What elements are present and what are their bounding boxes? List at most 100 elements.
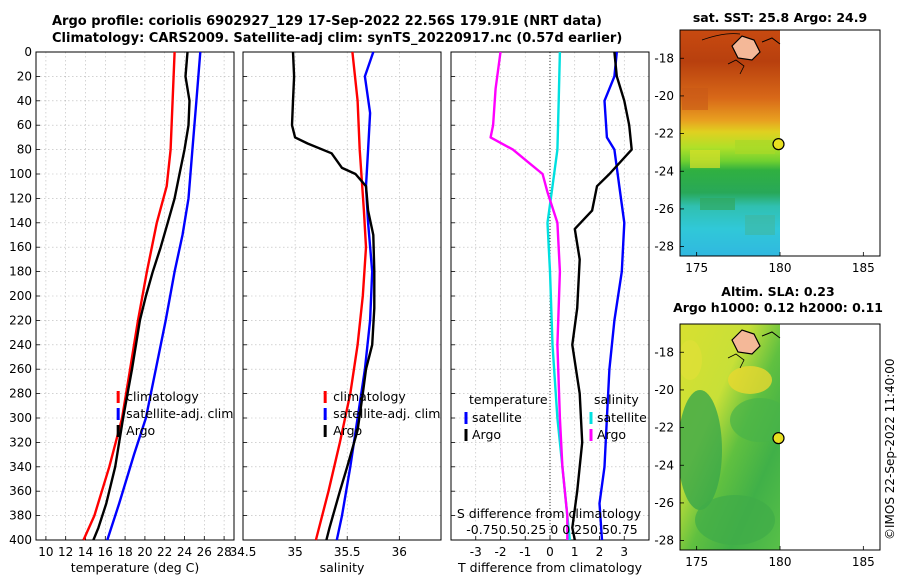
y-tick-label: 240 — [9, 338, 32, 352]
y-tick-label: 300 — [9, 411, 32, 425]
y-tick-label: 100 — [9, 167, 32, 181]
top-axis-label: S difference from climatology — [457, 506, 642, 521]
y-tick-label: 380 — [9, 509, 32, 523]
island-landmass — [731, 329, 761, 355]
x-tick-label: 34.5 — [230, 545, 257, 559]
reef-outline — [727, 353, 745, 369]
figure-title-line2: Climatology: CARS2009. Satellite-adj cli… — [52, 31, 623, 46]
y-tick-label: 320 — [9, 435, 32, 449]
y-tick-label: 360 — [9, 484, 32, 498]
x-tick-label: 12 — [58, 545, 73, 559]
island-coastline — [761, 37, 781, 45]
map-x-tick-label: 185 — [852, 555, 875, 569]
map-y-tick-label: -28 — [654, 240, 674, 254]
series-line-t-argo — [571, 51, 633, 541]
series-line-argo — [290, 51, 376, 541]
sst-mottle — [682, 88, 775, 235]
sst-no-data-area — [780, 30, 880, 256]
y-tick-label: 200 — [9, 289, 32, 303]
island-coastline — [761, 331, 781, 339]
x-tick-label: 35 — [287, 545, 302, 559]
map-y-tick-label: -28 — [654, 534, 674, 548]
series-line-t-satellite — [598, 51, 626, 541]
series-line-argo — [92, 51, 191, 541]
map-y-tick-label: -26 — [654, 202, 674, 216]
map-y-tick-label: -22 — [654, 127, 674, 141]
y-tick-label: 400 — [9, 533, 32, 547]
x-tick-label: 24 — [177, 545, 192, 559]
series-line-satellite-adj-clim — [106, 51, 202, 541]
y-tick-label: 80 — [17, 143, 32, 157]
reef-outline — [727, 59, 745, 75]
x-tick-label: 0 — [546, 545, 554, 559]
series-line-satellite-adj-clim — [335, 51, 375, 541]
legend-label: satellite-adj. clim — [126, 406, 233, 421]
series-line-climatology — [82, 51, 176, 541]
legend-label: Argo — [333, 423, 362, 438]
legend-label: Argo — [597, 427, 626, 442]
map-y-tick-label: -22 — [654, 421, 674, 435]
map-y-tick-label: -18 — [654, 345, 674, 359]
temperature-panel: 10 12 14 16 18 20 22 24 26 28 temperature (deg C) 0… — [9, 45, 235, 575]
series-line-s-argo — [489, 51, 569, 540]
series-line-climatology — [314, 51, 368, 541]
sst-axis: 175 180 185 -18 -20 -22 -24 -26 -28 — [654, 51, 874, 275]
legend-label: climatology — [333, 389, 406, 404]
y-tick-label: 120 — [9, 191, 32, 205]
x-tick-label: 26 — [197, 545, 212, 559]
x-tick-label: 22 — [157, 545, 172, 559]
sla-map: 175 180 185 -18 -20 -22 -24 -26 -28 Altim. SLA: … — [654, 284, 883, 569]
y-tick-label: 40 — [17, 94, 32, 108]
y-tick-label: 60 — [17, 118, 32, 132]
legend-label: Argo — [472, 427, 501, 442]
sla-mottle — [680, 340, 780, 545]
y-tick-label: 340 — [9, 460, 32, 474]
x-tick-label: 10 — [38, 545, 53, 559]
x-tick-label: -2 — [495, 545, 507, 559]
sla-map-subtitle: Argo h1000: 0.12 h2000: 0.11 — [673, 300, 883, 315]
map-x-tick-label: 180 — [769, 555, 792, 569]
map-x-tick-label: 180 — [769, 261, 792, 275]
map-x-tick-label: 185 — [852, 261, 875, 275]
imos-watermark: ©IMOS 22-Sep-2022 11:40:00 — [883, 358, 897, 540]
x-tick-label: 20 — [137, 545, 152, 559]
x-tick-label: 35.5 — [334, 545, 361, 559]
sla-axis: 175 180 185 -18 -20 -22 -24 -26 -28 — [654, 345, 874, 569]
legend-title-salinity: salinity — [594, 392, 639, 407]
sst-map: 175 180 185 -18 -20 -22 -24 -26 -28 sat. SST: 25… — [654, 10, 881, 275]
x-tick-label: 3 — [620, 545, 628, 559]
x-axis-label: T difference from climatology — [457, 560, 643, 575]
y-tick-label: 140 — [9, 216, 32, 230]
legend-label: climatology — [126, 389, 199, 404]
y-tick-label: 280 — [9, 387, 32, 401]
x-axis-label: temperature (deg C) — [71, 560, 200, 575]
x-tick-label: 2 — [596, 545, 604, 559]
x-tick-label: 14 — [78, 545, 93, 559]
island-landmass — [731, 35, 761, 61]
y-tick-label: 160 — [9, 240, 32, 254]
y-tick-label: 260 — [9, 362, 32, 376]
legend-label: Argo — [126, 423, 155, 438]
map-y-tick-label: -24 — [654, 164, 674, 178]
x-tick-label: 18 — [117, 545, 132, 559]
map-y-tick-label: -24 — [654, 458, 674, 472]
map-y-tick-label: -20 — [654, 383, 674, 397]
x-tick-label: -1 — [519, 545, 531, 559]
x-tick-label: 16 — [98, 545, 113, 559]
argo-float-marker — [772, 432, 785, 445]
map-x-tick-label: 175 — [685, 555, 708, 569]
x-tick-label: 28 — [216, 545, 231, 559]
x-axis-label: salinity — [320, 560, 365, 575]
legend-label: satellite — [597, 410, 647, 425]
x-tick-label: 1 — [571, 545, 579, 559]
figure-title-line1: Argo profile: coriolis 6902927_129 17-Se… — [52, 14, 602, 29]
x-tick-label: 36 — [392, 545, 407, 559]
map-y-tick-label: -20 — [654, 89, 674, 103]
reef-outline — [701, 33, 741, 41]
legend-label: satellite — [472, 410, 522, 425]
y-tick-label: 20 — [17, 69, 32, 83]
legend-label: satellite-adj. clim — [333, 406, 440, 421]
legend-title-temperature: temperature — [469, 392, 548, 407]
y-tick-label: 180 — [9, 265, 32, 279]
